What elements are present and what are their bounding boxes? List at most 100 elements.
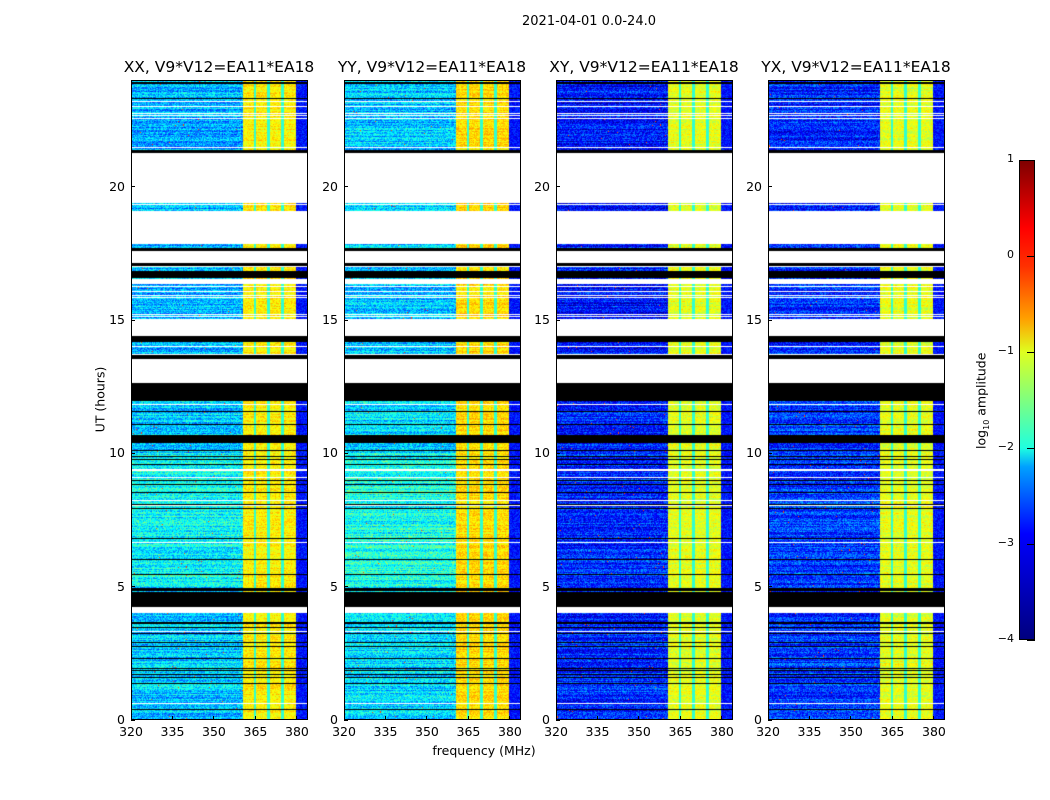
y-tick-label: 15 — [109, 312, 125, 327]
colorbar-tick-label: −3 — [997, 536, 1014, 549]
y-tick-label: 20 — [109, 178, 125, 194]
y-tick-label: 5 — [330, 578, 338, 594]
colorbar-tick — [1027, 255, 1035, 257]
x-tick-label: 365 — [243, 724, 268, 739]
y-tick-label: 20 — [322, 178, 338, 194]
x-tick-label: 380 — [285, 724, 309, 739]
y-tick-label: 10 — [322, 445, 338, 461]
y-tick — [131, 719, 135, 721]
spectrogram-panel — [556, 80, 733, 720]
colorbar-tick — [1027, 351, 1035, 353]
x-tick-label: 320 — [332, 724, 356, 739]
y-tick-label: 10 — [534, 445, 550, 461]
y-tick — [344, 719, 348, 721]
panel-title: YX, V9*V12=EA11*EA18 — [761, 58, 951, 76]
y-tick — [344, 452, 348, 454]
x-tick — [343, 716, 345, 720]
x-tick-label: 380 — [498, 724, 522, 739]
x-tick — [130, 716, 132, 720]
x-tick-label: 335 — [797, 724, 822, 739]
x-tick — [891, 716, 893, 720]
colorbar-tick — [1027, 543, 1035, 545]
x-tick — [808, 716, 810, 720]
spectrogram-panel — [131, 80, 308, 720]
x-tick — [638, 716, 640, 720]
x-tick — [596, 716, 598, 720]
x-tick — [254, 716, 256, 720]
x-tick — [555, 716, 557, 720]
y-tick — [556, 186, 560, 188]
y-tick — [556, 586, 560, 588]
y-axis-label: UT (hours) — [92, 366, 108, 433]
x-axis-label: frequency (MHz) — [432, 743, 536, 758]
x-tick-label: 350 — [627, 724, 651, 739]
y-tick — [556, 319, 560, 321]
panel-title: XY, V9*V12=EA11*EA18 — [549, 58, 739, 76]
colorbar-tick — [1027, 159, 1035, 161]
spectrogram-image — [132, 81, 307, 719]
y-tick — [344, 186, 348, 188]
colorbar-tick-label: −1 — [997, 344, 1014, 357]
x-tick-label: 350 — [202, 724, 226, 739]
colorbar — [1019, 160, 1035, 640]
x-tick — [679, 716, 681, 720]
y-tick — [131, 452, 135, 454]
x-tick-label: 320 — [544, 724, 568, 739]
x-tick — [426, 716, 428, 720]
y-tick-label: 20 — [534, 178, 550, 194]
x-tick-label: 335 — [585, 724, 610, 739]
panel-title: XX, V9*V12=EA11*EA18 — [123, 58, 315, 76]
spectrogram-image — [557, 81, 732, 719]
x-tick — [296, 716, 298, 720]
x-tick-label: 320 — [119, 724, 143, 739]
y-tick — [768, 186, 772, 188]
y-tick — [768, 452, 772, 454]
x-tick-label: 365 — [668, 724, 693, 739]
x-tick — [509, 716, 511, 720]
figure-title: 2021-04-01 0.0-24.0 — [522, 14, 656, 29]
spectrogram-panel — [768, 80, 945, 720]
y-tick-label: 0 — [117, 712, 125, 727]
y-tick-label: 10 — [746, 445, 762, 461]
x-tick — [721, 716, 723, 720]
colorbar-tick — [1027, 447, 1035, 449]
y-tick-label: 20 — [746, 178, 762, 194]
y-tick-label: 0 — [542, 712, 550, 727]
x-tick — [467, 716, 469, 720]
x-tick-label: 365 — [880, 724, 905, 739]
colorbar-tick-label: −4 — [997, 632, 1014, 645]
y-tick-label: 10 — [109, 445, 125, 461]
y-tick-label: 5 — [117, 578, 125, 594]
y-tick-label: 0 — [330, 712, 338, 727]
x-tick-label: 350 — [839, 724, 863, 739]
y-tick — [768, 719, 772, 721]
y-tick — [344, 586, 348, 588]
x-tick — [384, 716, 386, 720]
y-tick-label: 15 — [534, 312, 550, 327]
x-tick — [767, 716, 769, 720]
spectrogram-image — [345, 81, 520, 719]
y-tick-label: 0 — [754, 712, 762, 727]
y-tick-label: 15 — [746, 312, 762, 327]
y-tick-label: 15 — [322, 312, 338, 327]
spectrogram-image — [769, 81, 944, 719]
spectrogram-panel — [344, 80, 521, 720]
x-tick — [933, 716, 935, 720]
y-tick-label: 5 — [542, 578, 550, 594]
colorbar-tick — [1027, 639, 1035, 641]
y-tick-label: 5 — [754, 578, 762, 594]
colorbar-tick-label: 0 — [1007, 248, 1014, 261]
y-tick — [768, 319, 772, 321]
y-tick — [344, 319, 348, 321]
x-tick-label: 335 — [373, 724, 398, 739]
x-tick-label: 335 — [160, 724, 185, 739]
y-tick — [131, 319, 135, 321]
x-tick-label: 380 — [922, 724, 946, 739]
y-tick — [556, 452, 560, 454]
x-tick-label: 320 — [756, 724, 780, 739]
y-tick — [556, 719, 560, 721]
x-tick-label: 380 — [710, 724, 734, 739]
colorbar-tick-label: −2 — [997, 440, 1014, 453]
colorbar-tick-label: 1 — [1007, 152, 1014, 165]
